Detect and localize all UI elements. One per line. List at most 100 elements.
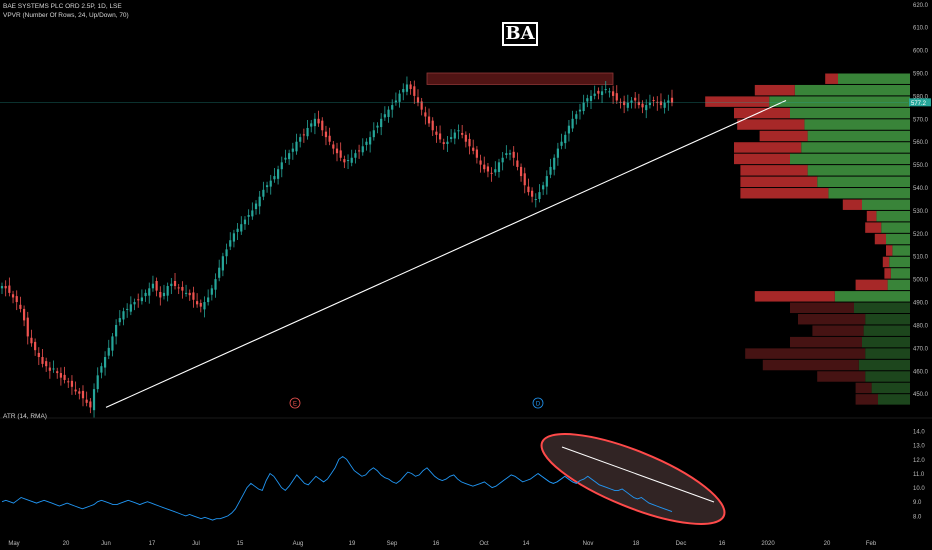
- volume-bar-down: [886, 245, 893, 256]
- volume-bar-down: [884, 268, 891, 279]
- candle-body: [4, 286, 7, 289]
- volume-bar-down: [817, 371, 866, 382]
- volume-bar-down: [762, 359, 859, 371]
- candle-body: [173, 280, 177, 287]
- candle-body: [170, 283, 173, 287]
- event-marker-label: E: [293, 402, 297, 408]
- candle-body: [402, 89, 405, 93]
- x-tick-label: Jul: [192, 541, 200, 547]
- candle-body: [593, 93, 596, 96]
- candle-body: [265, 185, 269, 188]
- volume-bar-down: [740, 176, 818, 188]
- volume-bar-up: [828, 188, 910, 199]
- x-tick-label: Oct: [479, 541, 489, 547]
- candle-body: [254, 203, 258, 210]
- candle-body: [313, 118, 317, 127]
- candle-body: [560, 141, 563, 146]
- price-tick-label: 510.0: [913, 255, 929, 261]
- atr-highlight-ellipse: [540, 433, 726, 525]
- candle-body: [188, 292, 191, 296]
- candle-body: [519, 166, 523, 177]
- x-tick-label: Nov: [583, 541, 594, 547]
- candle-body: [564, 134, 567, 144]
- candle-body: [512, 151, 515, 158]
- candle-body: [438, 133, 442, 140]
- candle-body: [148, 288, 151, 296]
- chart-title: BAE SYSTEMS PLC ORD 2.5P, 1D, LSE: [3, 3, 122, 10]
- price-tick-label: 570.0: [913, 117, 929, 123]
- trendline: [105, 99, 787, 408]
- candle-body: [107, 347, 110, 356]
- candle-body: [317, 118, 320, 124]
- candle-body: [615, 93, 618, 101]
- volume-bar-down: [790, 336, 862, 348]
- candle-body: [391, 105, 394, 110]
- candle-body: [472, 147, 475, 151]
- candle-body: [623, 101, 626, 106]
- candle-body: [177, 287, 180, 289]
- volume-bar-up: [892, 245, 910, 256]
- candle-body: [229, 240, 232, 247]
- volume-bar-up: [878, 394, 910, 405]
- candle-body: [586, 98, 589, 102]
- candle-body: [549, 166, 552, 175]
- price-tick-label: 600.0: [913, 49, 929, 55]
- candle-body: [207, 297, 210, 303]
- candle-body: [218, 267, 221, 278]
- x-tick-label: Jun: [101, 541, 111, 547]
- candle-body: [166, 286, 169, 296]
- candle-body: [663, 102, 666, 108]
- candle-body: [645, 105, 648, 111]
- candle-body: [516, 160, 519, 167]
- candle-body: [321, 120, 324, 131]
- volume-bar-up: [889, 256, 910, 268]
- candle-body: [483, 164, 486, 170]
- candle-body: [89, 401, 92, 408]
- price-tick-label: 550.0: [913, 163, 929, 169]
- resistance-zone-box: [426, 72, 614, 85]
- price-tick-label: 490.0: [913, 301, 929, 307]
- candle-body: [494, 169, 497, 173]
- candle-body: [597, 90, 600, 94]
- candle-body: [196, 301, 199, 305]
- candle-body: [442, 142, 445, 145]
- volume-bar-down: [842, 199, 862, 210]
- price-tick-label: 520.0: [913, 232, 929, 238]
- candle-body: [41, 357, 44, 364]
- price-tick-label: 470.0: [913, 346, 929, 352]
- volume-bar-up: [886, 233, 910, 245]
- candle-body: [461, 133, 464, 135]
- volume-bar-down: [882, 256, 890, 268]
- candle-body: [571, 118, 574, 129]
- candle-body: [365, 141, 368, 145]
- x-tick-label: 20: [824, 541, 831, 547]
- candle-body: [394, 100, 397, 103]
- candle-body: [328, 135, 331, 142]
- candle-body: [641, 103, 644, 108]
- volume-bar-down: [705, 96, 770, 107]
- volume-bar-down: [855, 279, 888, 291]
- volume-bar-up: [838, 73, 910, 84]
- atr-line-highlight: [537, 473, 673, 513]
- volume-bar-up: [790, 153, 910, 165]
- x-tick-label: 15: [237, 541, 244, 547]
- candle-body: [405, 84, 409, 92]
- candle-body: [486, 166, 490, 172]
- candle-body: [479, 160, 482, 165]
- candle-body: [582, 102, 585, 112]
- candle-body: [420, 101, 423, 110]
- candle-body: [567, 125, 571, 134]
- candle-body: [652, 100, 655, 102]
- candle-body: [280, 162, 283, 170]
- x-tick-label: Dec: [676, 541, 687, 547]
- volume-bar-up: [890, 268, 910, 279]
- candle-body: [339, 150, 342, 158]
- x-tick-label: Aug: [293, 541, 304, 547]
- candle-body: [26, 317, 29, 337]
- volume-bar-down: [790, 302, 854, 314]
- volume-bar-up: [887, 279, 910, 291]
- candle-body: [129, 304, 132, 312]
- candle-body: [604, 89, 607, 91]
- candle-body: [74, 389, 77, 392]
